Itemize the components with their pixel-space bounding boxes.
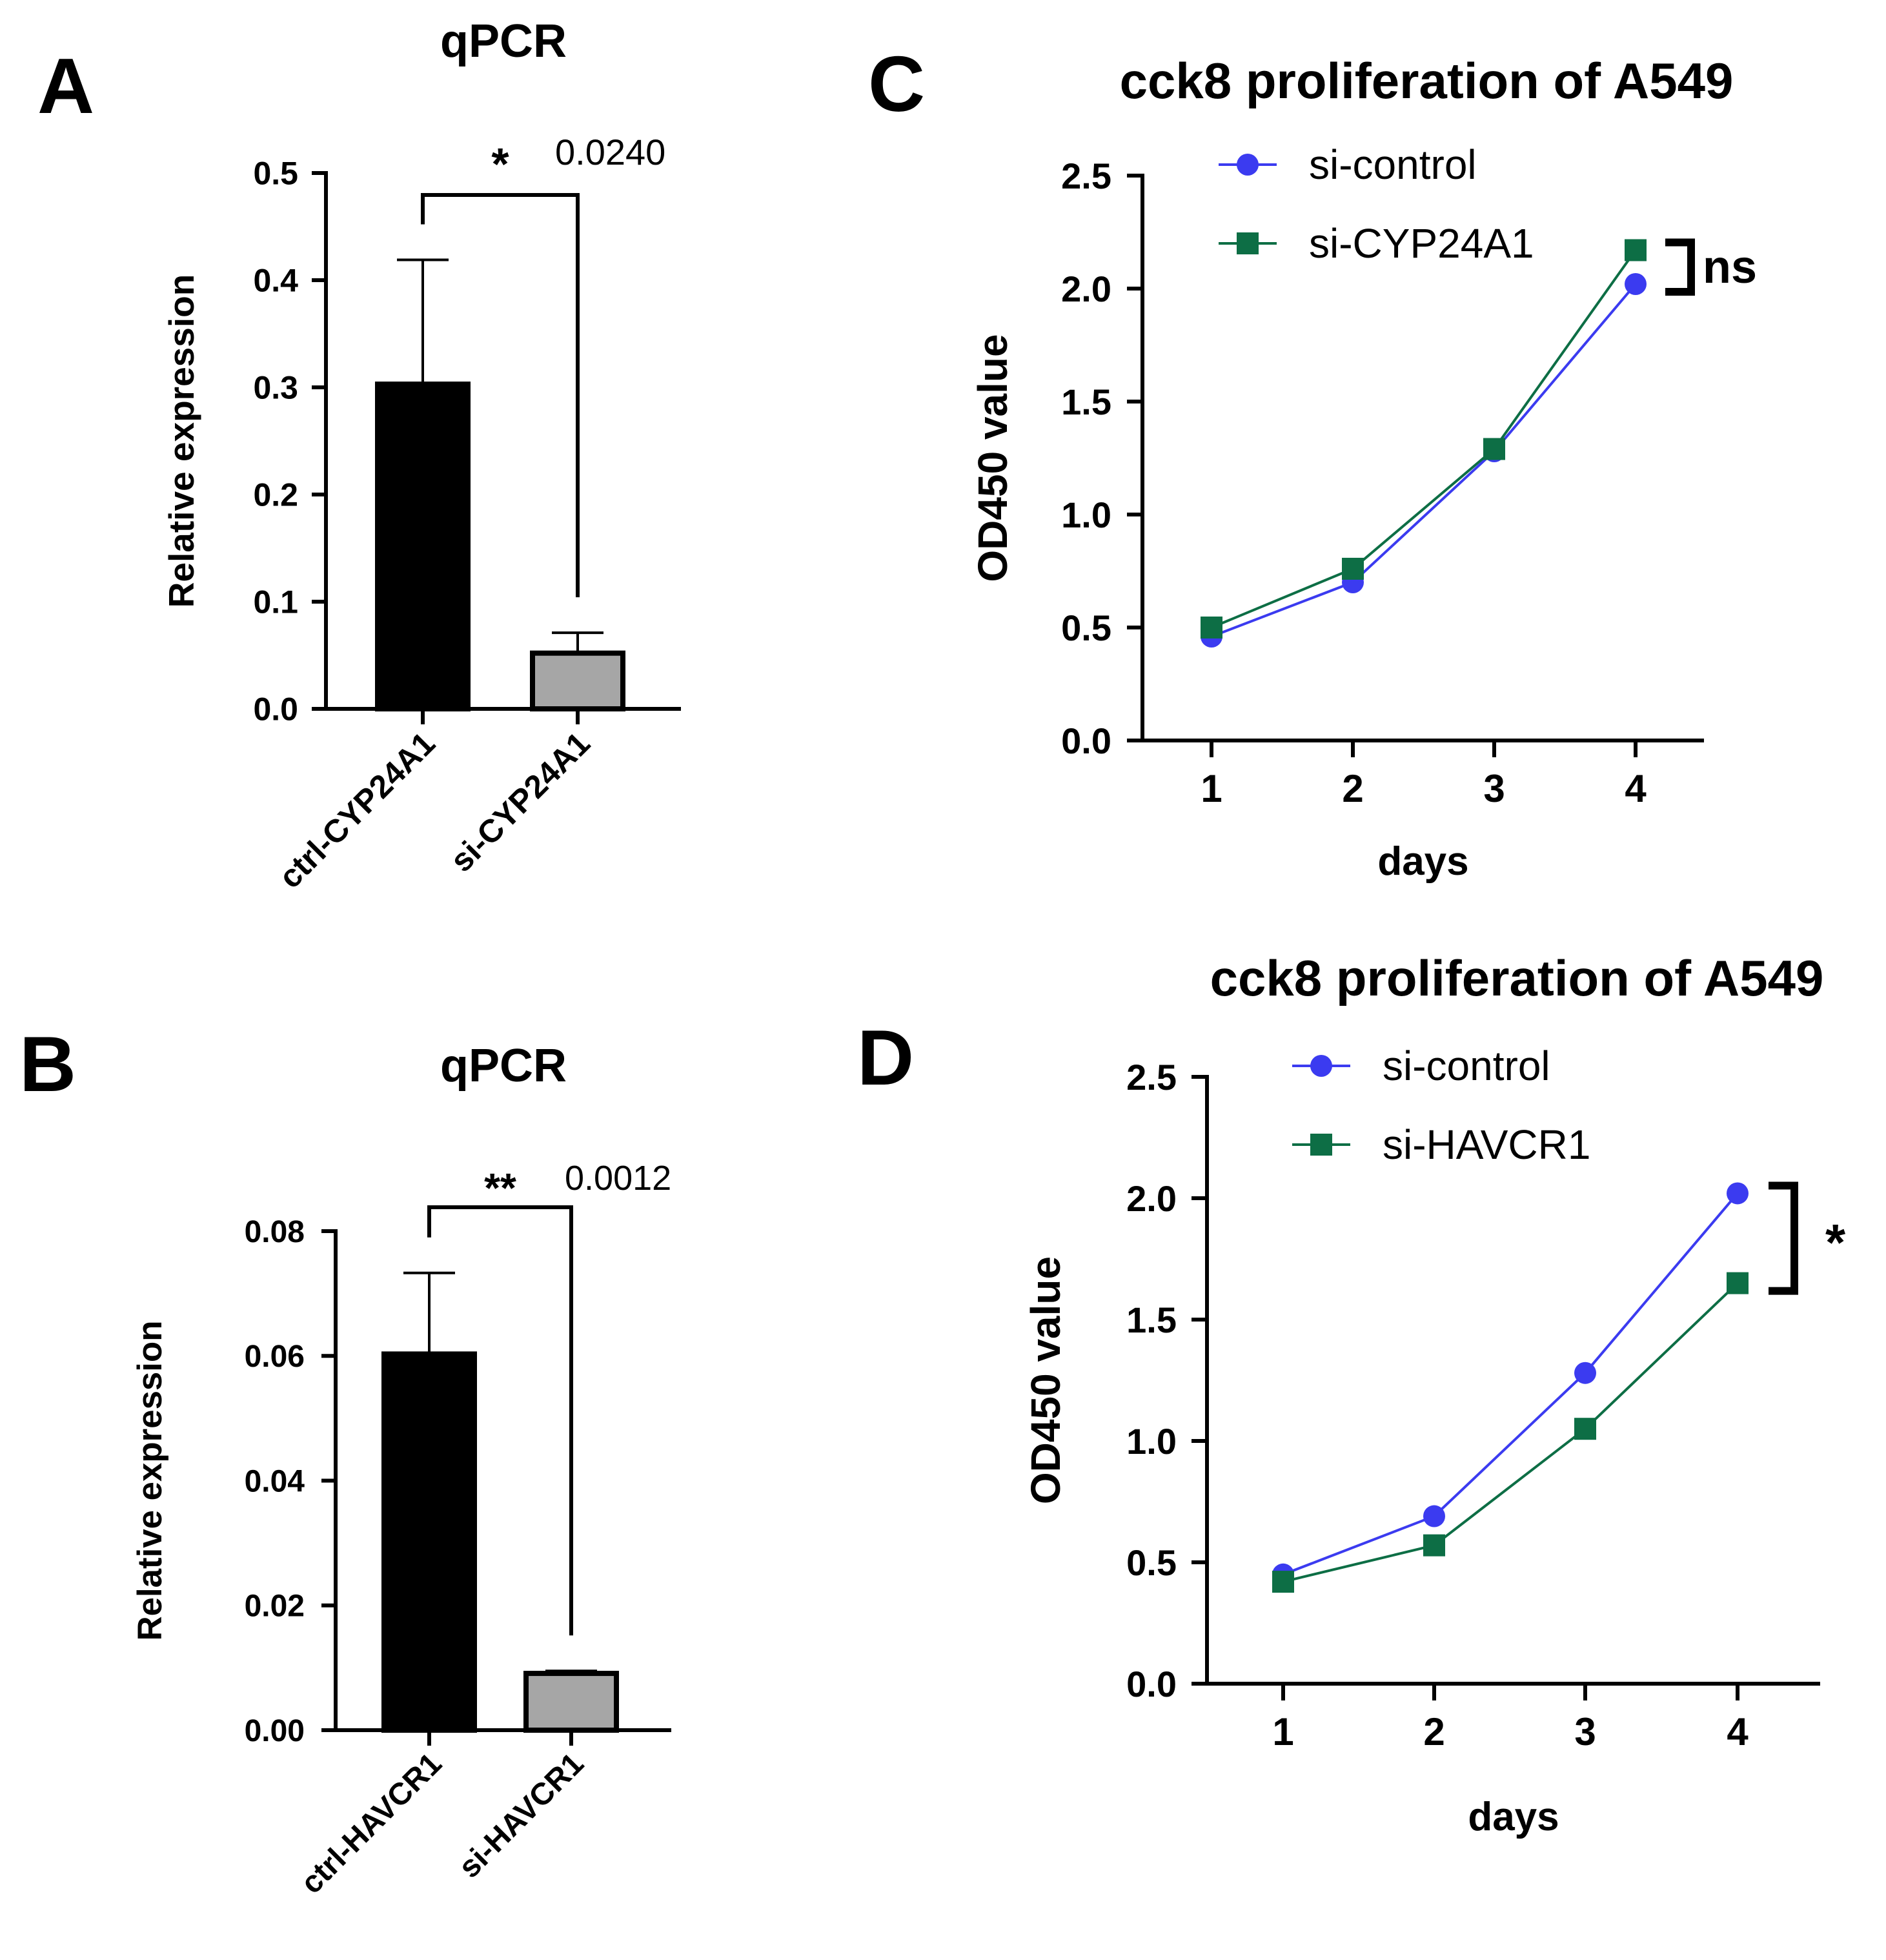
point-si-control-day-3 [1574,1362,1596,1384]
panel-b: B qPCR 0.00 0.02 0.04 0.06 0.08 Relative expre… [19,1020,671,1901]
legend-marker-si-cyp24a1 [1237,232,1259,254]
y-tick-label: 0.08 [245,1215,305,1249]
panel-label-b: B [19,1020,76,1108]
point-si-havcr1-day-1 [1272,1571,1294,1593]
legend-marker-si-control [1310,1055,1332,1077]
x-tick-label-si-havcr1: si-HAVCR1 [452,1746,591,1884]
legend-marker-si-havcr1 [1310,1134,1332,1156]
significance-bracket [427,1205,573,1636]
y-tick-label: 0.0 [1126,1664,1177,1704]
y-tick-label: 0.3 [253,370,298,406]
y-tick-label: 1.5 [1126,1300,1177,1340]
y-tick-label: 1.5 [1061,382,1111,422]
y-axis-label: OD450 value [969,334,1016,582]
series-line-si-control [1211,283,1637,638]
point-si-cyp24a1-day-4 [1625,239,1647,261]
x-tick-label: 2 [1342,767,1363,810]
y-tick-label: 0.00 [245,1714,305,1748]
y-tick-label: 0.5 [1061,607,1111,648]
y-axis-label: Relative expression [131,1321,169,1641]
point-si-havcr1-day-4 [1727,1272,1749,1294]
series-line-si-control [1283,1192,1739,1576]
y-tick-label: 0.02 [245,1589,305,1624]
bar-si-havcr1 [523,1671,619,1733]
point-si-control-day-4 [1727,1182,1749,1205]
y-tick-label: 0.5 [253,156,298,192]
y-tick-label: 0.4 [253,263,298,299]
y-tick-label: 0.5 [1126,1542,1177,1583]
y-tick-label: 2.0 [1126,1178,1177,1219]
chart-title: qPCR [440,15,567,67]
significance-label: * [1825,1214,1846,1271]
bar-ctrl-havcr1 [381,1351,477,1733]
legend-label-si-cyp24a1: si-CYP24A1 [1309,220,1534,267]
chart-title: cck8 proliferation of A549 [1120,52,1734,109]
y-tick-label: 2.5 [1126,1057,1177,1097]
y-tick-label: 0.2 [253,477,298,513]
x-tick-label: 2 [1423,1710,1445,1753]
y-tick-label: 2.5 [1061,156,1111,196]
y-tick-label: 0.06 [245,1340,305,1374]
panel-d: D cck8 proliferation of A549 0.0 0.5 1.0 1.5… [857,950,1846,1839]
x-tick-label: 3 [1483,767,1505,810]
legend-label-si-control: si-control [1309,141,1477,188]
p-value: 0.0012 [565,1159,671,1198]
chart-title: cck8 proliferation of A549 [1210,950,1824,1006]
panel-label-c: C [868,40,925,128]
panel-label-a: A [37,42,94,130]
y-tick-label: 2.0 [1061,269,1111,309]
p-value: 0.0240 [555,132,665,172]
y-axis-label: Relative expression [161,274,201,608]
y-tick-label: 0.1 [253,584,298,620]
x-tick-label: 1 [1272,1710,1293,1753]
x-tick-label-ctrl-havcr1: ctrl-HAVCR1 [294,1746,449,1901]
point-si-havcr1-day-2 [1423,1534,1445,1557]
panel-label-d: D [857,1014,914,1101]
y-tick-label: 1.0 [1061,495,1111,535]
significance-stars: * [491,139,509,189]
significance-bracket [1769,1181,1798,1295]
bar-ctrl-cyp24a1 [375,382,471,712]
panel-c: C cck8 proliferation of A549 0.0 0.5 1.0 1.5… [868,40,1757,884]
y-tick-label: 0.0 [253,691,298,728]
legend-marker-si-control [1237,154,1259,176]
point-si-cyp24a1-day-2 [1342,558,1364,580]
legend-label-si-control: si-control [1383,1043,1550,1089]
chart-title: qPCR [440,1040,567,1092]
bar-si-cyp24a1 [530,650,625,711]
y-axis-label: OD450 value [1022,1256,1069,1504]
series-line-si-havcr1 [1283,1282,1739,1584]
x-tick-label-si-cyp24a1: si-CYP24A1 [443,725,597,879]
significance-bracket [421,193,580,598]
x-tick-label: 3 [1574,1710,1596,1753]
significance-label: ns [1703,241,1757,293]
panel-a: A qPCR 0.0 0.1 0.2 0.3 0.4 0.5 Relative express… [37,15,681,895]
point-si-cyp24a1-day-1 [1201,617,1222,638]
legend-label-si-havcr1: si-HAVCR1 [1383,1121,1590,1168]
significance-stars: ** [484,1165,516,1211]
x-axis-label: days [1377,839,1468,884]
x-tick-label-ctrl-cyp24a1: ctrl-CYP24A1 [272,725,442,895]
series-line-si-cyp24a1 [1211,249,1637,629]
y-tick-label: 0.04 [245,1464,305,1498]
point-si-havcr1-day-3 [1574,1418,1596,1440]
x-tick-label: 1 [1201,767,1222,810]
significance-bracket [1665,238,1695,296]
point-si-cyp24a1-day-3 [1483,438,1505,460]
y-tick-label: 1.0 [1126,1421,1177,1462]
point-si-control-day-4 [1625,273,1647,295]
x-tick-label: 4 [1625,767,1647,810]
x-axis-label: days [1468,1795,1559,1839]
y-tick-label: 0.0 [1061,720,1111,761]
point-si-control-day-2 [1423,1505,1445,1527]
x-tick-label: 4 [1727,1710,1749,1753]
